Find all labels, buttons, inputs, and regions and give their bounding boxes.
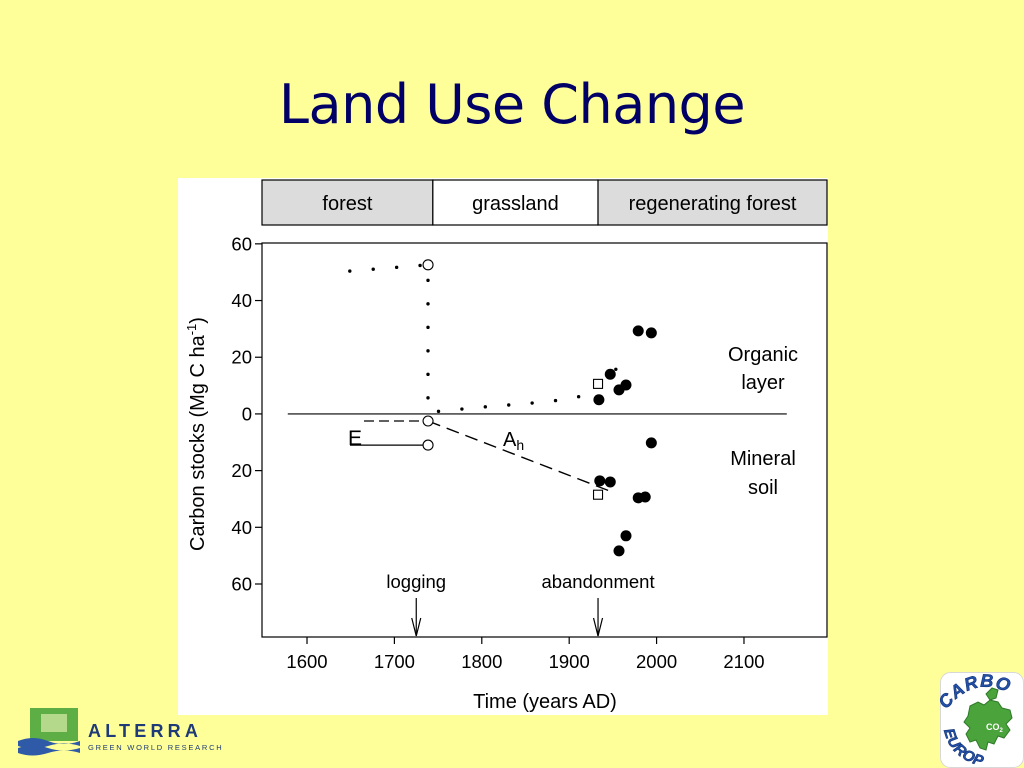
alterra-name: ALTERRA [88, 721, 203, 741]
y-axis-label: Carbon stocks (Mg C ha-1) [184, 317, 209, 551]
mineral-soil-open-circle [422, 439, 434, 451]
carboeurope-logo: CO2 CARBO EUROPE [940, 672, 1024, 768]
mineral-soil-open-circle [422, 415, 434, 427]
bracket-label: E [348, 427, 362, 450]
event-label-abandonment: abandonment [541, 571, 654, 592]
ah-label-base: A [503, 429, 517, 451]
phase-cell-forest [261, 179, 434, 226]
europe-map-icon [963, 699, 1013, 751]
mineral-soil-open-square [592, 489, 604, 500]
phase-label-forest: forest [322, 193, 372, 215]
y-tick-label: 40 [231, 290, 252, 311]
x-tick-label: 2100 [723, 651, 764, 672]
co2-subscript: 2 [1000, 728, 1004, 734]
x-tick-label: 1600 [286, 651, 327, 672]
y-tick-label: 60 [231, 233, 252, 254]
organic-layer-open-circle [422, 259, 434, 271]
x-tick-label: 1800 [461, 651, 502, 672]
mineral-soil-filled-point [594, 475, 606, 487]
organic-layer-filled-point [632, 325, 644, 337]
organic-layer-label-line2: layer [741, 372, 785, 394]
plot-frame [261, 242, 828, 638]
x-tick-label: 1900 [549, 651, 590, 672]
y-tick-label: 20 [231, 460, 252, 481]
land-use-phase-band: forest grassland regenerating forest [261, 179, 828, 226]
phase-cell-grassland [432, 179, 599, 226]
alterra-logo-icon [18, 708, 80, 756]
y-axis-label-suffix: ) [187, 317, 209, 324]
organic-layer-label-line1: Organic [728, 344, 798, 366]
organic-layer-filled-point [620, 379, 632, 391]
mineral-soil-filled-point [604, 476, 616, 488]
axes: 1600 1700 1800 1900 2000 2100 60 40 20 0 20 40 60 [231, 233, 787, 672]
alterra-logo-inner-square [41, 714, 67, 732]
mineral-soil-filled-point [645, 437, 657, 449]
data-series [348, 259, 657, 557]
scandinavia-shape [985, 687, 999, 701]
y-tick-label: 40 [231, 517, 252, 538]
ah-label-subscript: h [516, 437, 524, 453]
y-tick-label: 60 [231, 573, 252, 594]
x-tick-label: 1700 [374, 651, 415, 672]
x-axis-label: Time (years AD) [473, 691, 617, 713]
organic-layer-filled-point [645, 327, 657, 339]
event-arrowhead-abandonment [592, 617, 604, 637]
event-label-logging: logging [386, 571, 446, 592]
event-arrowhead-logging [411, 617, 422, 637]
y-tick-label: 0 [242, 403, 252, 424]
alterra-logo-wave-lower [18, 745, 80, 756]
mineral-soil-filled-point [613, 545, 625, 557]
chart-panel: forest grassland regenerating forest 1600 1… [178, 178, 828, 715]
event-markers: logging abandonment [386, 571, 655, 637]
alterra-tagline: GREEN WORLD RESEARCH [88, 743, 224, 752]
organic-layer-filled-point [604, 368, 616, 380]
y-axis-label-text: Carbon stocks (Mg C ha [187, 334, 209, 551]
organic-layer-open-square [592, 378, 604, 389]
mineral-soil-label-line1: Mineral [730, 448, 796, 470]
y-tick-label: 20 [231, 347, 252, 368]
carbon-stocks-chart: forest grassland regenerating forest 1600 1… [184, 179, 828, 713]
mineral-soil-label-line2: soil [748, 477, 778, 499]
mineral-soil-trend-line [427, 420, 613, 493]
ah-horizon-label: Ah [503, 429, 524, 453]
slide-title: Land Use Change [278, 73, 746, 136]
mineral-soil-filled-point [620, 530, 632, 542]
carbo-co2-label: CO2 [986, 722, 1004, 734]
organic-layer-filled-point [593, 394, 605, 406]
y-axis-label-superscript: -1 [184, 324, 199, 336]
organic-layer-trend-line [348, 262, 633, 414]
phase-label-regenerating-forest: regenerating forest [629, 193, 797, 215]
co2-base: CO [986, 722, 1000, 732]
mineral-soil-filled-point [639, 491, 651, 503]
phase-cell-regenerating-forest [597, 179, 828, 226]
x-tick-label: 2000 [636, 651, 677, 672]
phase-label-grassland: grassland [472, 193, 559, 215]
